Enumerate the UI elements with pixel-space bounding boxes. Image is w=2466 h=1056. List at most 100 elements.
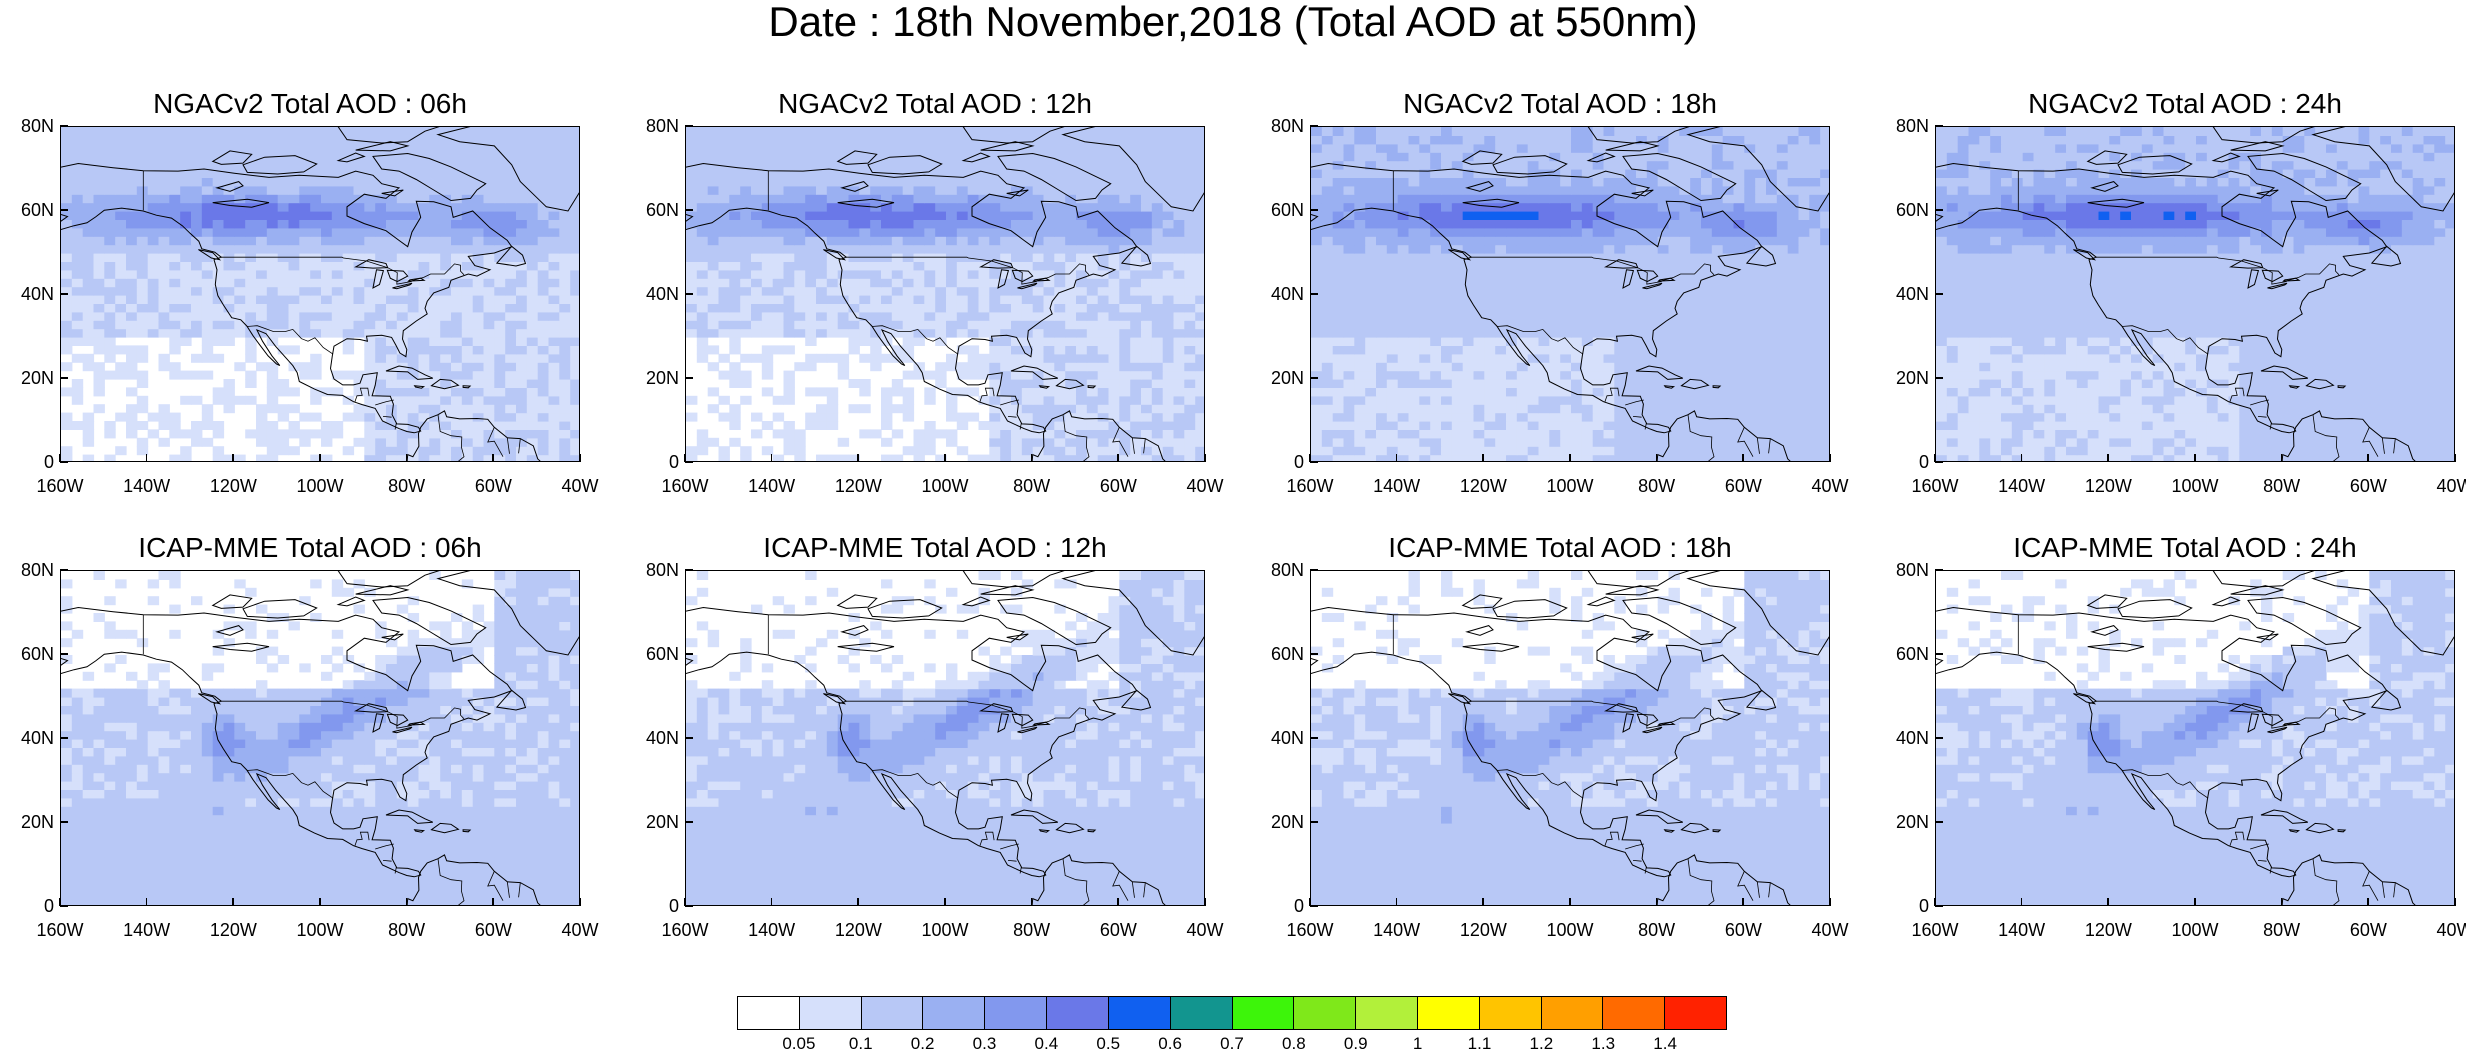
lon-tick-mark bbox=[492, 898, 494, 906]
country-border bbox=[1000, 843, 1019, 850]
coastline-southampton bbox=[1631, 633, 1654, 641]
lon-tick-mark bbox=[145, 454, 148, 462]
coastline-puerto-rico bbox=[1087, 829, 1097, 833]
lake-outline bbox=[1642, 282, 1663, 290]
lat-tick-label: 40N bbox=[1270, 284, 1304, 304]
lake-outline bbox=[1462, 642, 1520, 652]
coastline-hispaniola bbox=[1055, 378, 1085, 390]
lon-tick-label: 60W bbox=[1099, 920, 1137, 940]
colorbar-label: 1.4 bbox=[1653, 1034, 1677, 1053]
lon-tick-mark bbox=[2280, 898, 2283, 906]
country-border bbox=[1687, 414, 1715, 461]
coastline-cuba bbox=[1010, 809, 1058, 824]
map-panel: ICAP-MME Total AOD : 12h 80N 60N 40N 20N 0 160… bbox=[625, 532, 1245, 972]
lake-outline bbox=[392, 282, 413, 290]
lon-tick-label: 60W bbox=[1099, 476, 1137, 496]
coastline-banks bbox=[211, 594, 253, 609]
aod-shading bbox=[1936, 571, 2454, 905]
lon-tick-mark bbox=[1655, 898, 1658, 906]
lon-tick-mark bbox=[2454, 898, 2456, 906]
country-border bbox=[506, 881, 510, 898]
lon-tick-label: 140W bbox=[123, 920, 171, 940]
coastline-devon bbox=[980, 141, 1035, 152]
coastlines bbox=[61, 571, 579, 905]
coastline-somerset bbox=[2211, 596, 2241, 607]
lat-tick-mark bbox=[1935, 293, 1943, 295]
lon-tick-mark bbox=[944, 454, 946, 462]
lake-outline bbox=[1011, 269, 1034, 283]
coastline-baffin bbox=[372, 152, 487, 202]
colorbar-segment bbox=[799, 997, 862, 1029]
colorbar-label: 0.05 bbox=[782, 1034, 816, 1053]
lake-outline bbox=[2247, 713, 2260, 733]
map-plot bbox=[1935, 570, 2455, 906]
lat-tick-mark bbox=[1310, 737, 1318, 739]
lake-outline bbox=[215, 181, 244, 192]
coastline-jamaica bbox=[2288, 385, 2301, 389]
lon-tick-label: 120W bbox=[1459, 476, 1507, 496]
country-border bbox=[1737, 427, 1754, 457]
lon-tick-mark bbox=[1309, 454, 1311, 462]
coastline-hispaniola bbox=[1055, 822, 1085, 834]
country-border bbox=[1019, 422, 1022, 430]
lat-tick-label: 80N bbox=[1270, 116, 1304, 136]
lon-tick-label: 100W bbox=[2171, 476, 2219, 496]
country-border bbox=[1496, 769, 1584, 799]
coastline-south-america bbox=[2281, 410, 2416, 461]
lat-tick-label: 20N bbox=[645, 812, 679, 832]
coastline-ellesmere bbox=[962, 571, 1065, 588]
coastline-somerset bbox=[336, 596, 366, 607]
coastline-greenland bbox=[1686, 571, 1829, 656]
country-border bbox=[1471, 700, 1715, 729]
colorbar bbox=[737, 996, 1727, 1030]
lake-outline bbox=[997, 713, 1010, 733]
lat-tick-label: 80N bbox=[645, 116, 679, 136]
coastline-victoria bbox=[2117, 155, 2193, 175]
lon-tick-label: 100W bbox=[921, 920, 969, 940]
aod-field-map bbox=[686, 127, 1204, 461]
lon-tick-mark bbox=[2020, 454, 2023, 462]
lon-tick-label: 80W bbox=[1013, 920, 1051, 940]
coastline-greenland bbox=[2311, 571, 2454, 656]
country-border bbox=[246, 325, 334, 355]
colorbar-segment bbox=[1665, 997, 1726, 1029]
lon-tick-label: 100W bbox=[2171, 920, 2219, 940]
country-border bbox=[871, 769, 959, 799]
lake-outline bbox=[837, 642, 895, 652]
country-border bbox=[2121, 769, 2209, 799]
lake-outline bbox=[840, 181, 869, 192]
lake-outline bbox=[1622, 713, 1635, 733]
lon-tick-mark bbox=[319, 898, 321, 906]
coastline-greenland bbox=[1061, 571, 1204, 656]
aod-field-map bbox=[1936, 127, 2454, 461]
lon-tick-label: 120W bbox=[209, 920, 257, 940]
lon-tick-label: 140W bbox=[123, 476, 171, 496]
coastline-puerto-rico bbox=[1087, 385, 1097, 389]
country-border bbox=[487, 427, 504, 457]
lat-tick-mark bbox=[685, 209, 693, 211]
lon-tick-label: 120W bbox=[834, 476, 882, 496]
coastline-baffin bbox=[372, 596, 487, 646]
country-border bbox=[1604, 387, 1620, 403]
coastline-vancouver-isl bbox=[823, 249, 847, 261]
aod-shading bbox=[1936, 127, 2454, 461]
lon-tick-label: 100W bbox=[921, 476, 969, 496]
lon-tick-label: 80W bbox=[388, 476, 426, 496]
coastlines bbox=[1311, 571, 1829, 905]
lat-tick-mark bbox=[685, 821, 693, 823]
lon-tick-mark bbox=[1117, 454, 1119, 462]
country-border bbox=[871, 325, 959, 355]
coastline-vancouver-isl bbox=[198, 693, 222, 705]
country-border bbox=[846, 256, 1090, 285]
coastline-baffin bbox=[997, 596, 1112, 646]
country-border bbox=[1496, 325, 1584, 355]
country-border bbox=[354, 387, 370, 403]
country-border bbox=[375, 843, 394, 850]
coastline-vancouver-isl bbox=[823, 693, 847, 705]
aod-field-map bbox=[686, 571, 1204, 905]
coastline-hispaniola bbox=[2305, 822, 2335, 834]
map-panel: ICAP-MME Total AOD : 18h 80N 60N 40N 20N 0 160… bbox=[1250, 532, 1870, 972]
lat-tick-label: 60N bbox=[1895, 200, 1929, 220]
lat-tick-mark bbox=[1310, 569, 1318, 571]
aod-shading bbox=[686, 571, 1204, 905]
